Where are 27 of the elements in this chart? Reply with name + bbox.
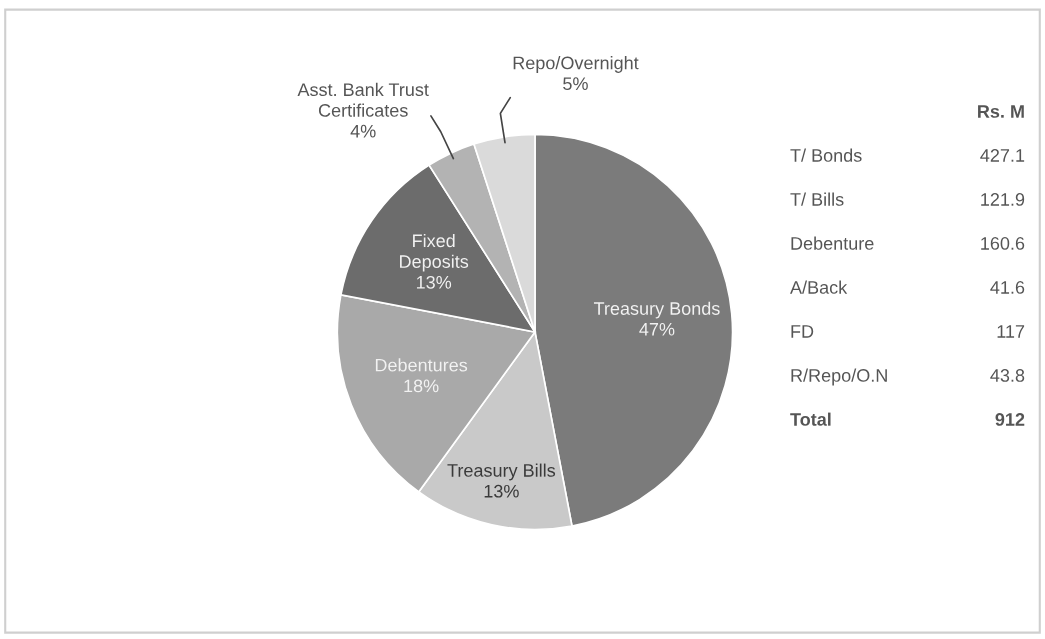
data-label: 4% <box>350 124 376 138</box>
text: Rs. M <box>978 105 1024 118</box>
text: 117 <box>997 325 1025 338</box>
text: FD <box>791 325 814 338</box>
slice-label: Debentures <box>375 358 468 372</box>
slice-label: Treasury Bonds <box>593 301 720 319</box>
data-label: 5% <box>563 77 588 91</box>
text: A/Back <box>790 280 848 294</box>
text: 41.6 <box>990 281 1025 294</box>
data-label: 13% <box>484 484 519 498</box>
data-label: 18% <box>404 379 439 393</box>
text: 427.1 <box>980 149 1025 162</box>
text: 121.9 <box>981 193 1025 206</box>
data-label: 47% <box>639 322 675 336</box>
text: Total <box>790 412 831 426</box>
slice-label: Fixed Deposits <box>400 233 469 272</box>
slice-label: Asst. Bank Trust Certificates <box>297 82 429 117</box>
text: Debenture <box>791 236 874 250</box>
slice-label: Treasury Bills <box>447 463 556 481</box>
text: T/ Bonds <box>790 148 862 162</box>
text: 912 <box>995 413 1025 426</box>
text: T/ Bills <box>790 192 844 206</box>
text: R/Repo/O.N <box>791 368 887 386</box>
text: 160.6 <box>981 237 1025 250</box>
text: 43.8 <box>990 369 1025 382</box>
slice-label: Repo/Overnight <box>513 56 639 73</box>
data-label: 13% <box>416 275 452 289</box>
